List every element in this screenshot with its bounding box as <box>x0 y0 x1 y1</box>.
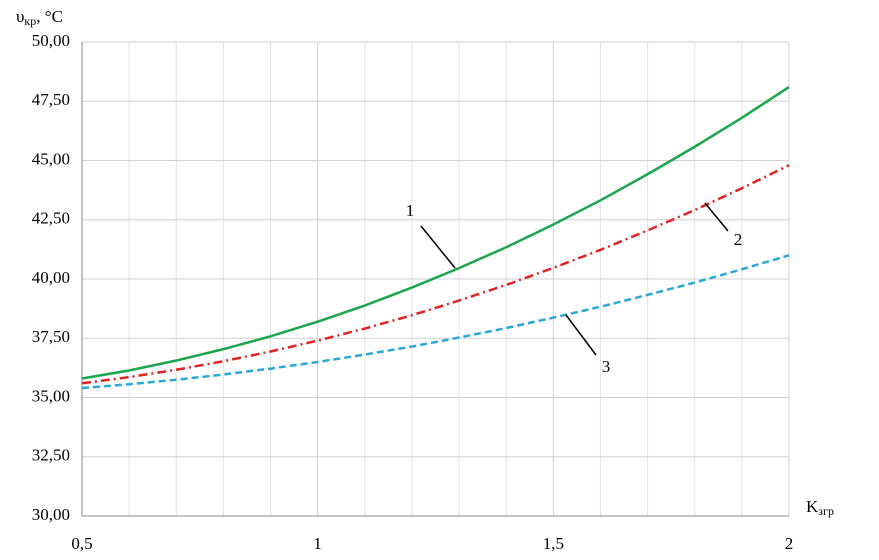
series-line <box>81 85 790 380</box>
x-axis-label: Kзгр <box>806 497 834 518</box>
series-line <box>81 254 790 390</box>
callout-leader <box>420 225 456 269</box>
series-label: 3 <box>602 357 611 376</box>
y-tick-label: 40,00 <box>32 268 70 287</box>
x-tick-label: 1,5 <box>543 534 564 553</box>
y-tick-label: 32,50 <box>32 446 70 465</box>
y-tick-label: 42,50 <box>32 209 70 228</box>
series-label: 1 <box>406 201 415 220</box>
y-tick-label: 35,00 <box>32 386 70 405</box>
y-tick-label: 30,00 <box>32 505 70 524</box>
y-tick-label: 50,00 <box>32 31 70 50</box>
y-tick-label: 37,50 <box>32 327 70 346</box>
x-tick-label: 1 <box>313 534 322 553</box>
y-tick-label: 45,00 <box>32 149 70 168</box>
callout-leader <box>704 202 729 232</box>
x-tick-label: 0,5 <box>71 534 92 553</box>
series-label: 2 <box>734 230 743 249</box>
x-tick-label: 2 <box>785 534 794 553</box>
callout-leader <box>565 314 597 356</box>
y-tick-label: 47,50 <box>32 90 70 109</box>
y-axis-label: υкр, °C <box>16 7 63 28</box>
series-line <box>81 164 790 385</box>
